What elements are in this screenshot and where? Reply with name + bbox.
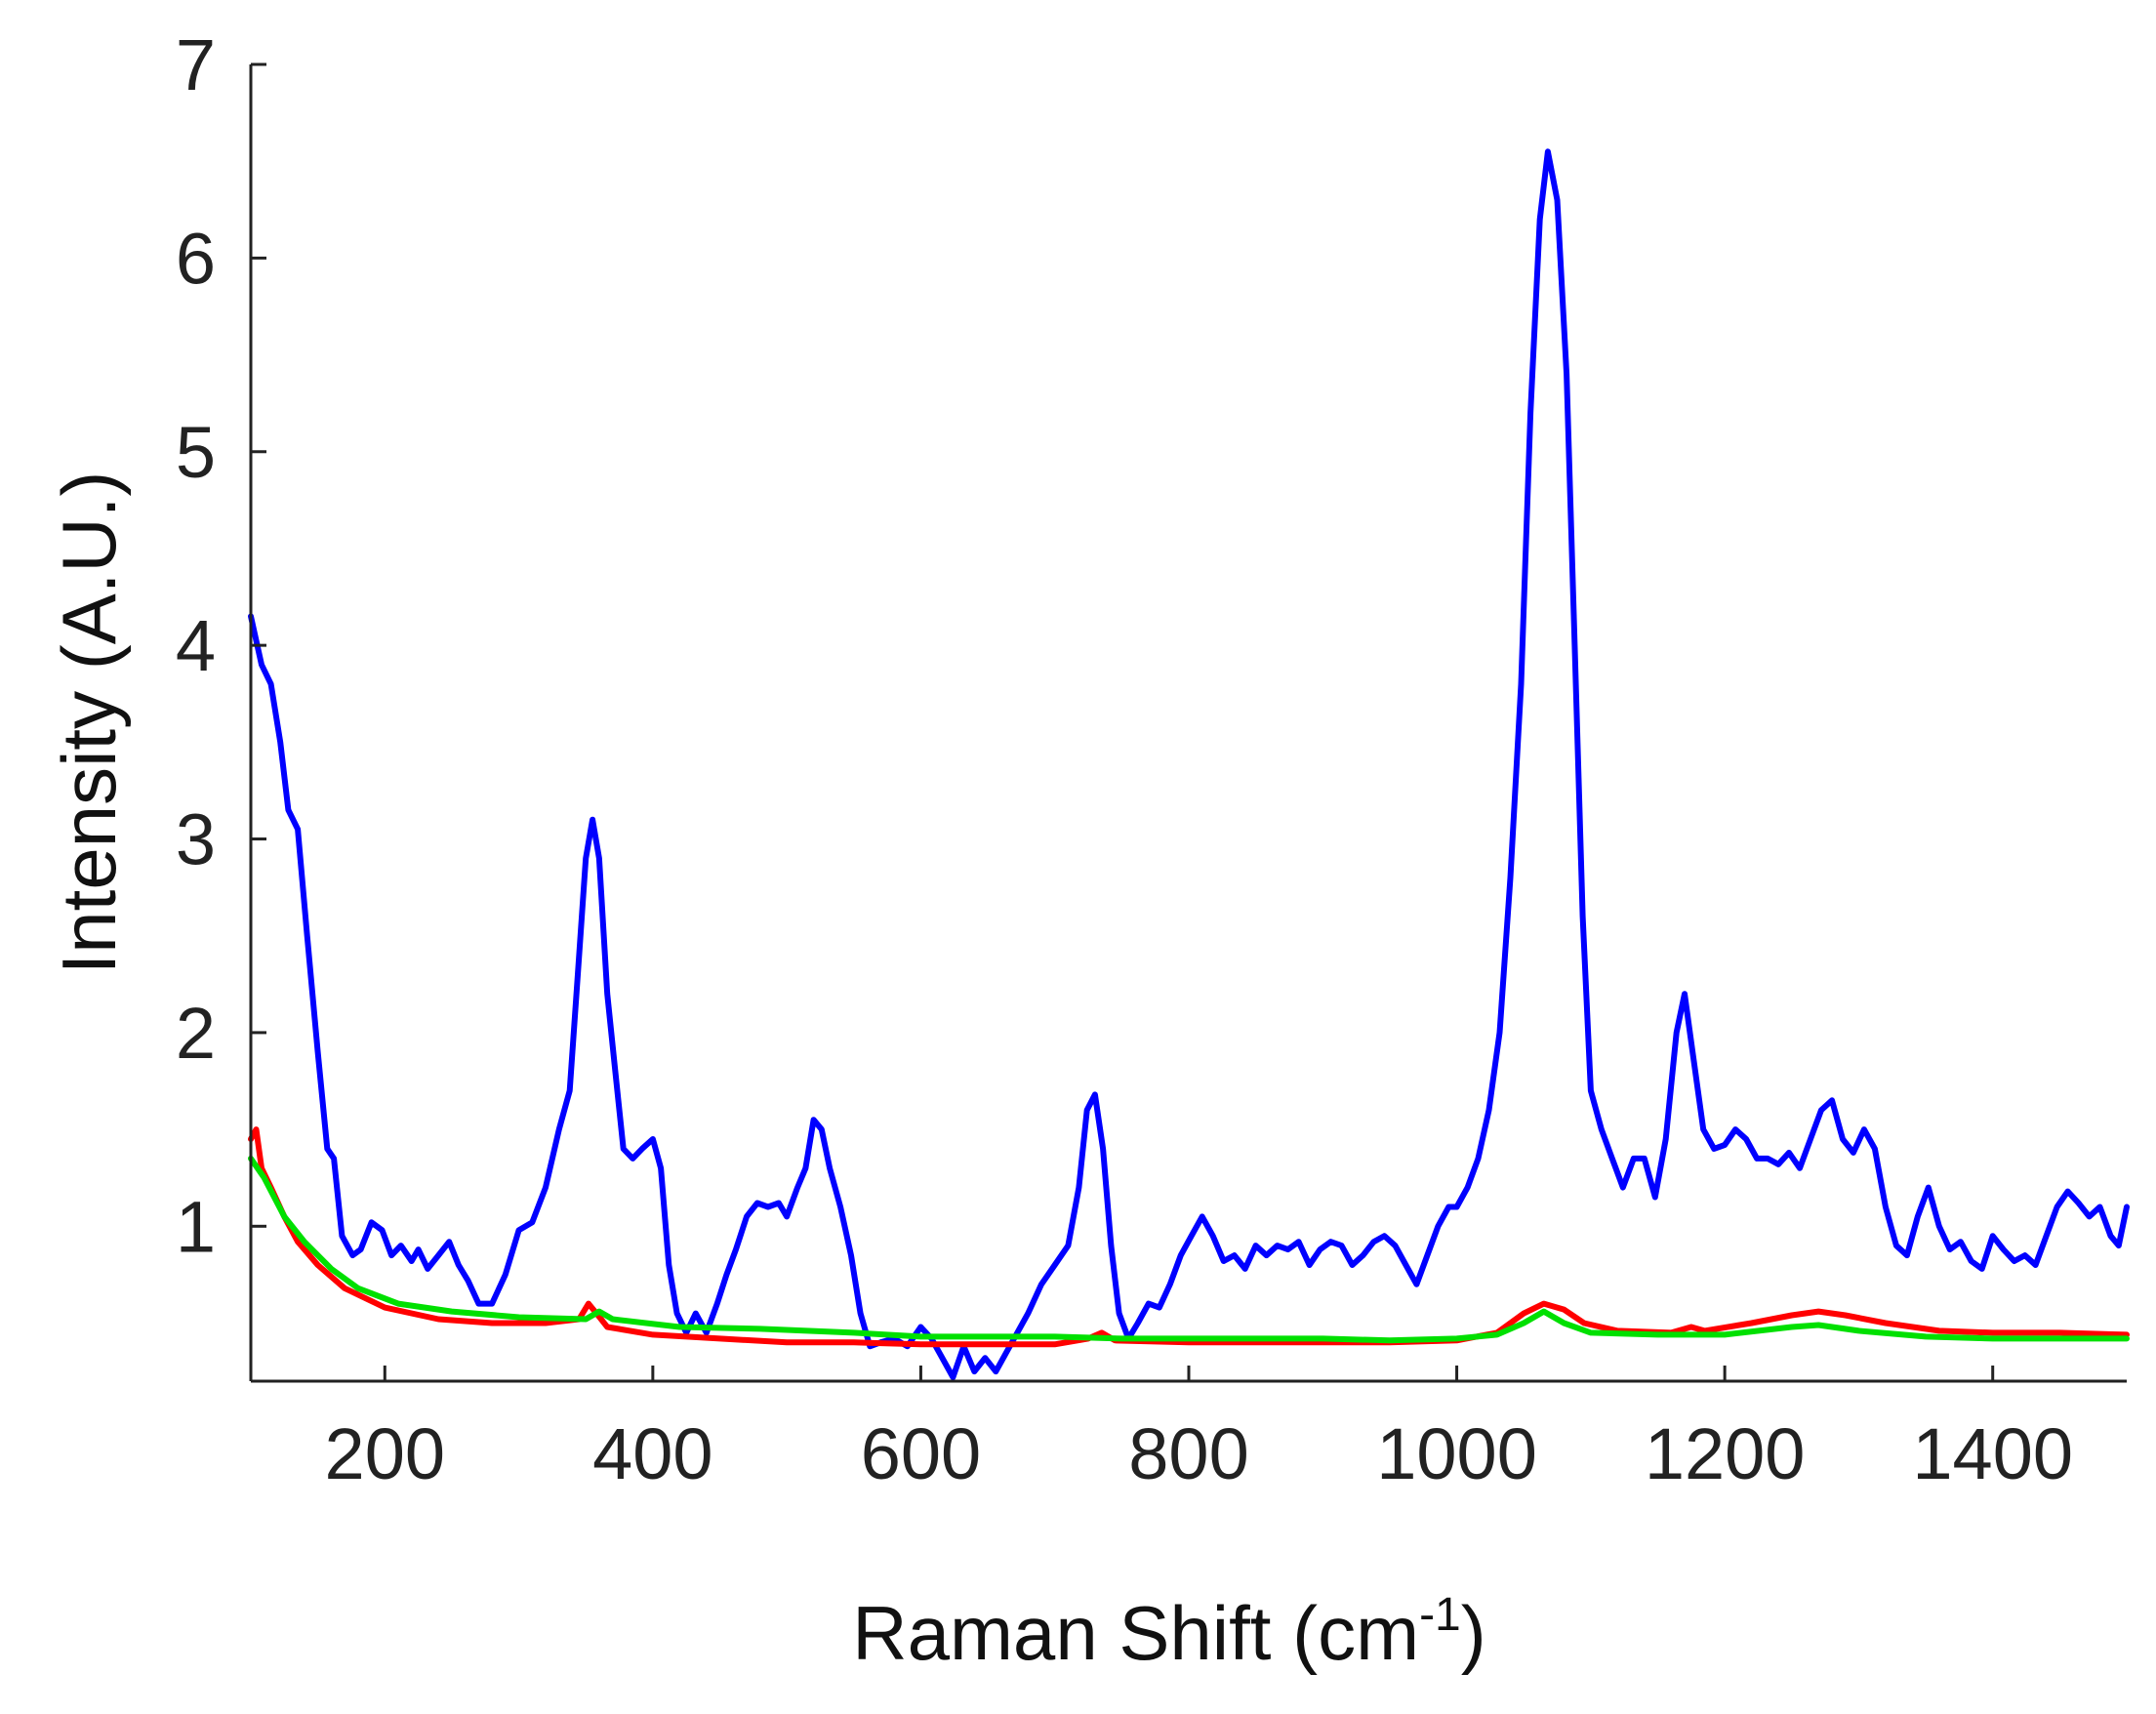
series-layer	[248, 148, 2130, 1380]
y-tick-label: 1	[176, 1186, 216, 1267]
y-tick-label: 3	[176, 799, 216, 880]
y-tick-label: 4	[176, 605, 216, 686]
y-axis-ticks: 1 2 3 4 5 6 7	[176, 24, 266, 1267]
series-line-1	[248, 148, 2130, 1380]
x-tick-label: 1000	[1376, 1413, 1537, 1494]
x-tick-label: 600	[861, 1413, 981, 1494]
y-tick-label: 7	[176, 24, 216, 105]
y-axis-title: Intensity (A.U.)	[46, 471, 132, 975]
y-tick-label: 5	[176, 412, 216, 493]
x-tick-label: 200	[325, 1413, 445, 1494]
series-line-3	[248, 1155, 2130, 1344]
x-axis-title: Raman Shift (cm-1)	[852, 1589, 1485, 1676]
x-axis-ticks: 200 400 600 800 1000 1200 1400	[325, 1366, 2073, 1494]
y-tick-label: 6	[176, 218, 216, 299]
x-tick-label: 1400	[1912, 1413, 2073, 1494]
x-tick-label: 1200	[1645, 1413, 1806, 1494]
series-line-2	[248, 1126, 2130, 1348]
x-axis-title-superscript: -1	[1419, 1589, 1461, 1641]
x-tick-label: 400	[592, 1413, 712, 1494]
x-tick-label: 800	[1128, 1413, 1248, 1494]
x-axis-title-suffix: )	[1461, 1590, 1486, 1676]
x-axis-title-main: Raman Shift (cm	[852, 1590, 1419, 1676]
y-tick-label: 2	[176, 993, 216, 1074]
